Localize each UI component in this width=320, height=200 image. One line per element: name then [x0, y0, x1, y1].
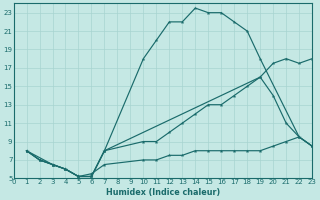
X-axis label: Humidex (Indice chaleur): Humidex (Indice chaleur)	[106, 188, 220, 197]
